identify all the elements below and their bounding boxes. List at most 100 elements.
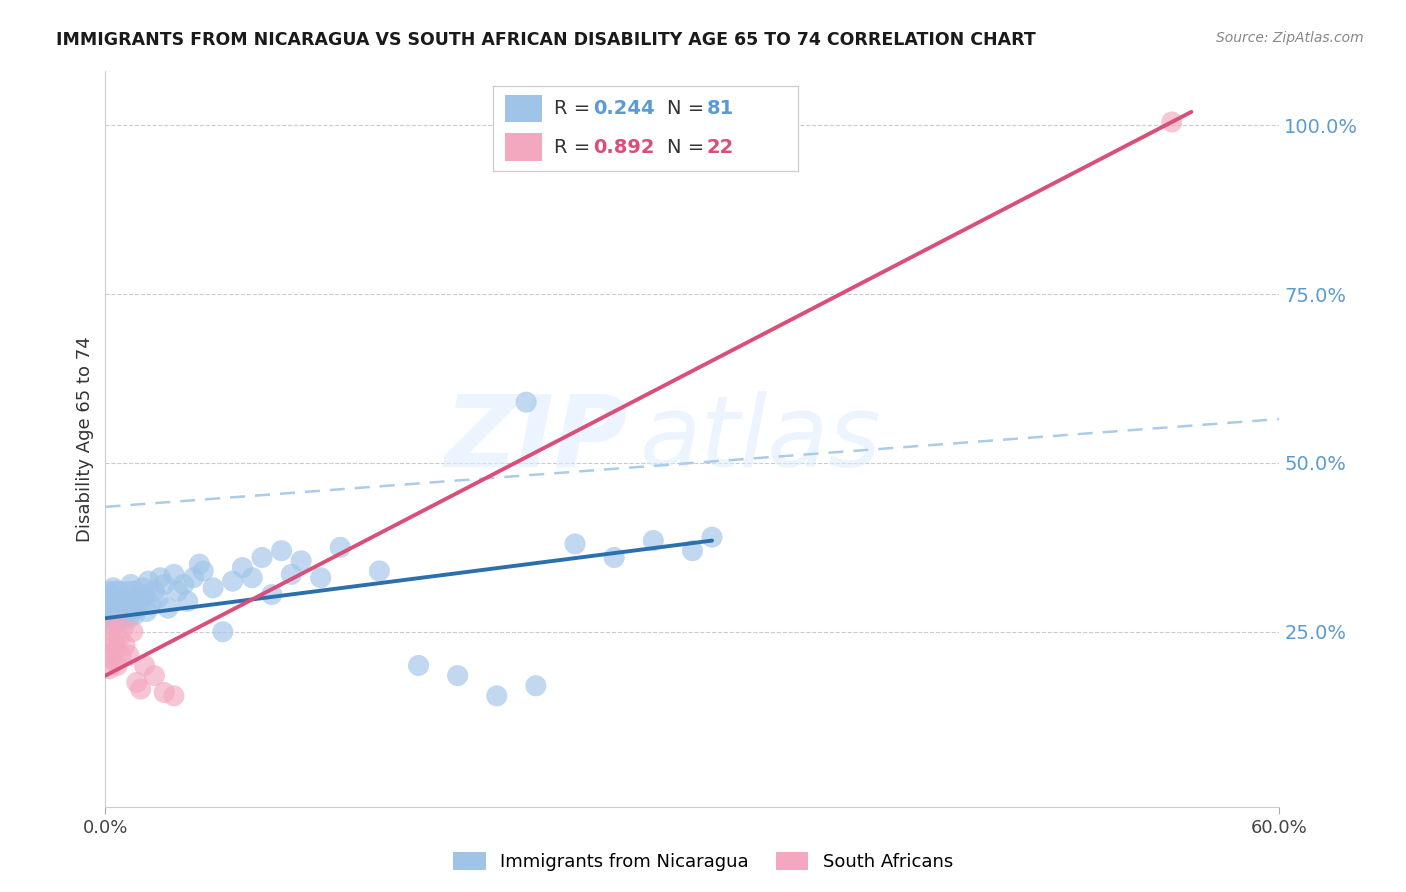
Point — [110, 615, 132, 629]
Point — [100, 588, 122, 602]
Point — [193, 564, 215, 578]
Point — [125, 601, 148, 615]
Point — [524, 679, 547, 693]
Point — [515, 395, 537, 409]
Bar — [505, 134, 541, 161]
Point — [143, 584, 166, 599]
Point — [110, 601, 132, 615]
Point — [163, 567, 186, 582]
Point — [108, 611, 131, 625]
Point — [120, 577, 142, 591]
Point — [135, 605, 157, 619]
Point — [131, 581, 153, 595]
Point — [485, 689, 508, 703]
Point — [270, 543, 292, 558]
Point — [138, 574, 160, 588]
Point — [157, 601, 180, 615]
Point — [121, 624, 143, 639]
Point — [603, 550, 626, 565]
Point — [149, 571, 172, 585]
Point — [96, 605, 118, 619]
Point — [121, 594, 143, 608]
Point — [104, 638, 127, 652]
Text: 0.244: 0.244 — [593, 99, 655, 118]
Point — [129, 594, 152, 608]
Point — [100, 651, 122, 665]
Point — [105, 615, 128, 629]
Point — [103, 605, 125, 619]
Point — [108, 598, 131, 612]
Point — [700, 530, 723, 544]
Y-axis label: Disability Age 65 to 74: Disability Age 65 to 74 — [76, 336, 94, 542]
Point — [96, 598, 118, 612]
Text: IMMIGRANTS FROM NICARAGUA VS SOUTH AFRICAN DISABILITY AGE 65 TO 74 CORRELATION C: IMMIGRANTS FROM NICARAGUA VS SOUTH AFRIC… — [56, 31, 1036, 49]
Point — [188, 558, 211, 572]
Point — [112, 621, 135, 635]
Point — [240, 571, 263, 585]
Point — [114, 607, 136, 622]
Point — [446, 668, 468, 682]
Point — [564, 537, 586, 551]
Point — [108, 632, 131, 646]
Point — [103, 581, 125, 595]
Point — [260, 588, 283, 602]
Point — [309, 571, 332, 585]
Point — [98, 611, 121, 625]
Point — [134, 658, 156, 673]
Text: Source: ZipAtlas.com: Source: ZipAtlas.com — [1216, 31, 1364, 45]
Point — [166, 584, 188, 599]
Point — [100, 598, 122, 612]
Point — [120, 605, 142, 619]
Point — [104, 594, 127, 608]
Point — [96, 648, 118, 663]
Point — [103, 618, 125, 632]
Point — [129, 682, 152, 697]
Point — [105, 605, 128, 619]
Point — [103, 645, 125, 659]
Point — [280, 567, 302, 582]
Point — [139, 598, 162, 612]
Point — [98, 584, 121, 599]
Text: 0.892: 0.892 — [593, 137, 655, 156]
Point — [176, 594, 198, 608]
Point — [202, 581, 225, 595]
Point — [115, 601, 138, 615]
Point — [183, 571, 205, 585]
Text: R =: R = — [554, 137, 596, 156]
Point — [221, 574, 243, 588]
Point — [96, 591, 118, 605]
Text: N =: N = — [666, 137, 710, 156]
Point — [114, 591, 136, 605]
Point — [128, 591, 150, 605]
Point — [125, 675, 148, 690]
Point — [211, 624, 233, 639]
Point — [104, 611, 127, 625]
Point — [643, 533, 665, 548]
Text: N =: N = — [666, 99, 710, 118]
Bar — [505, 95, 541, 121]
Point — [1160, 115, 1182, 129]
Point — [408, 658, 430, 673]
Point — [124, 584, 146, 599]
Point — [100, 607, 122, 622]
Point — [103, 591, 125, 605]
Point — [153, 577, 176, 591]
Point — [100, 624, 122, 639]
Point — [163, 689, 186, 703]
Point — [148, 591, 170, 605]
Text: ZIP: ZIP — [444, 391, 628, 488]
Point — [114, 638, 136, 652]
Point — [143, 668, 166, 682]
Point — [104, 601, 127, 615]
Point — [98, 662, 121, 676]
Point — [98, 635, 121, 649]
Point — [105, 591, 128, 605]
Point — [118, 648, 141, 663]
Point — [231, 560, 253, 574]
Text: 22: 22 — [707, 137, 734, 156]
Point — [250, 550, 273, 565]
Point — [368, 564, 391, 578]
Point — [124, 607, 146, 622]
Legend: Immigrants from Nicaragua, South Africans: Immigrants from Nicaragua, South African… — [446, 846, 960, 879]
Point — [98, 601, 121, 615]
